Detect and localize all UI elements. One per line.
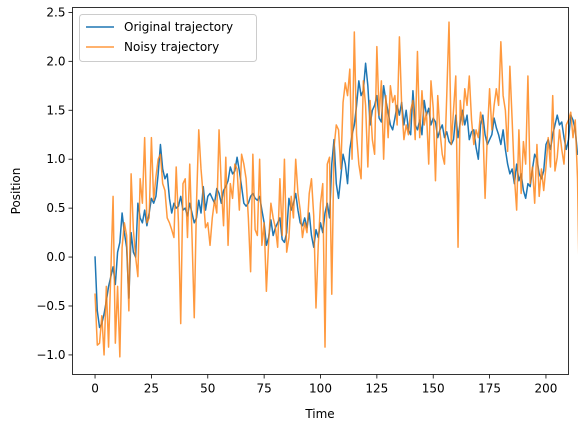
y-tick-label: −0.5 (36, 299, 65, 313)
x-tick-label: 150 (422, 382, 445, 396)
x-tick-label: 125 (365, 382, 388, 396)
y-tick-label: 1.0 (46, 152, 65, 166)
x-tick-label: 75 (256, 382, 271, 396)
series-layer (94, 21, 578, 358)
x-tick-label: 100 (309, 382, 332, 396)
legend-box (79, 14, 257, 62)
series-line-noisy (94, 21, 578, 358)
x-tick-label: 25 (144, 382, 159, 396)
y-axis: −1.0 −0.5 0.0 0.5 1.0 1.5 2.0 2.5 (36, 5, 73, 362)
y-tick-label: 1.5 (46, 103, 65, 117)
x-axis-label: Time (304, 407, 334, 421)
y-tick-label: −1.0 (36, 348, 65, 362)
x-tick-label: 0 (91, 382, 99, 396)
x-tick-label: 175 (478, 382, 501, 396)
x-tick-label: 200 (535, 382, 558, 396)
legend: Original trajectory Noisy trajectory (79, 14, 257, 62)
x-axis: 0 25 50 75 100 125 150 175 200 (91, 374, 558, 396)
y-tick-label: 0.0 (46, 250, 65, 264)
x-tick-label: 50 (200, 382, 215, 396)
legend-label-noisy: Noisy trajectory (124, 40, 219, 54)
legend-label-original: Original trajectory (124, 20, 233, 34)
y-tick-label: 2.0 (46, 54, 65, 68)
y-axis-label: Position (9, 168, 23, 215)
y-tick-label: 2.5 (46, 5, 65, 19)
y-tick-label: 0.5 (46, 201, 65, 215)
plot-area (72, 7, 569, 375)
